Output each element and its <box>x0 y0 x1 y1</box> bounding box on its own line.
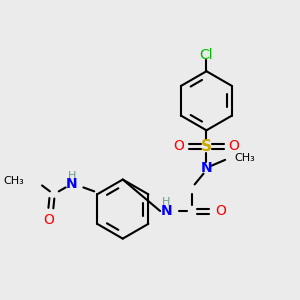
Text: Cl: Cl <box>200 49 213 62</box>
Text: O: O <box>229 139 239 153</box>
Text: N: N <box>66 178 77 191</box>
Text: H: H <box>68 171 76 181</box>
Text: O: O <box>173 139 184 153</box>
Text: CH₃: CH₃ <box>4 176 24 185</box>
Text: CH₃: CH₃ <box>234 153 255 163</box>
Text: S: S <box>201 139 212 154</box>
Text: O: O <box>215 204 226 218</box>
Text: O: O <box>44 213 54 227</box>
Text: N: N <box>160 204 172 218</box>
Text: N: N <box>201 161 212 175</box>
Text: H: H <box>162 197 170 207</box>
